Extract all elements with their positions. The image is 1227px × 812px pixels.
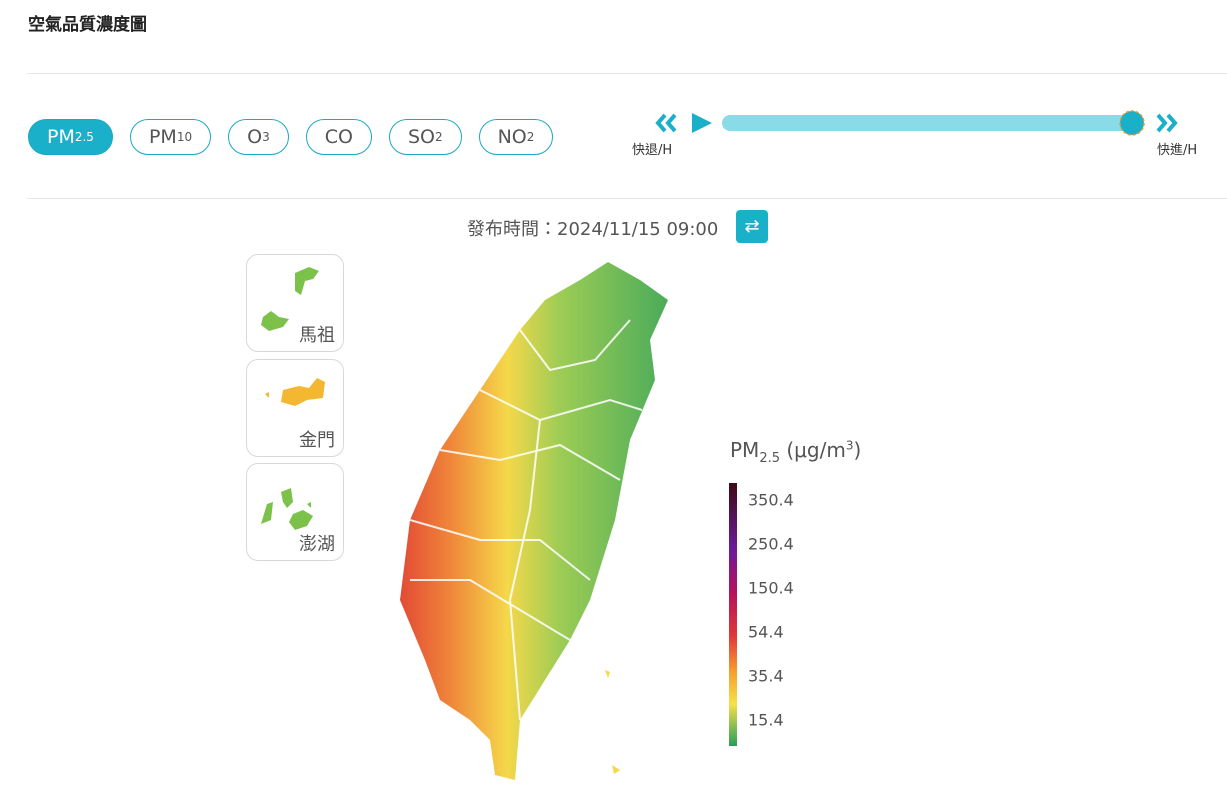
pollutant-subscript: 2 <box>434 130 443 144</box>
pollutant-button[interactable]: SO 2 <box>388 119 462 155</box>
island-box[interactable]: 澎湖 <box>246 463 344 561</box>
swap-button[interactable]: ⇄ <box>736 210 768 243</box>
island-box[interactable]: 馬祖 <box>246 254 344 352</box>
play-button[interactable] <box>692 113 712 133</box>
forward-button[interactable] <box>1156 113 1178 133</box>
slider-knob[interactable] <box>1119 110 1145 136</box>
pollutant-button[interactable]: PM 10 <box>129 119 212 155</box>
release-time: 發布時間：2024/11/15 09:00 <box>467 219 719 240</box>
pollutant-button[interactable]: NO 2 <box>478 119 554 155</box>
legend-tick-label: 150.4 <box>748 578 794 598</box>
island-map <box>261 488 313 530</box>
legend-title-text: PM <box>730 438 760 462</box>
legend-title-sub: 2.5 <box>759 451 781 466</box>
legend-tick-label: 250.4 <box>748 534 794 554</box>
divider <box>27 198 1227 199</box>
island-map <box>261 267 319 331</box>
legend-unit: (μg/m <box>780 438 846 462</box>
time-slider[interactable] <box>722 115 1140 131</box>
pollutant-button[interactable]: PM 2.5 <box>28 119 113 155</box>
pollutant-buttons: PM 2.5 PM 10 O 3 CO SO 2 NO 2 <box>28 119 554 155</box>
forward-label: 快進/H <box>1157 143 1198 158</box>
rewind-label: 快退/H <box>632 143 673 158</box>
rewind-button[interactable] <box>655 113 677 133</box>
island-label: 澎湖 <box>299 534 335 555</box>
pollutant-subscript: 10 <box>176 130 193 144</box>
playback-controls <box>655 110 1178 136</box>
legend-tick-label: 54.4 <box>748 622 784 642</box>
island-map <box>265 378 325 406</box>
color-bar <box>729 483 737 746</box>
pollutant-label: NO <box>497 126 527 148</box>
title: 空氣品質濃度圖 <box>28 15 147 35</box>
divider <box>27 73 1227 74</box>
pollutant-label: SO <box>407 126 435 148</box>
pollutant-subscript: 2 <box>526 130 535 144</box>
island-box[interactable]: 金門 <box>246 359 344 457</box>
pollutant-label: PM <box>47 126 75 148</box>
island-label: 金門 <box>299 430 335 451</box>
pollutant-label: CO <box>324 126 353 148</box>
legend-tick-label: 350.4 <box>748 490 794 510</box>
legend-unit-end: ) <box>853 438 862 462</box>
taiwan-map <box>400 262 668 780</box>
pollutant-subscript: 2.5 <box>74 130 94 144</box>
legend-unit-sup: 3 <box>845 438 854 453</box>
pollutant-subscript: 3 <box>262 130 270 144</box>
legend-tick-label: 15.4 <box>748 710 784 730</box>
pollutant-label: PM <box>148 126 177 148</box>
legend-tick-label: 35.4 <box>748 666 784 686</box>
legend-title: PM2.5 (μg/m3) <box>730 438 861 466</box>
island-label: 馬祖 <box>299 325 335 346</box>
pollutant-label: O <box>247 126 263 148</box>
pollutant-button[interactable]: CO <box>305 119 372 155</box>
